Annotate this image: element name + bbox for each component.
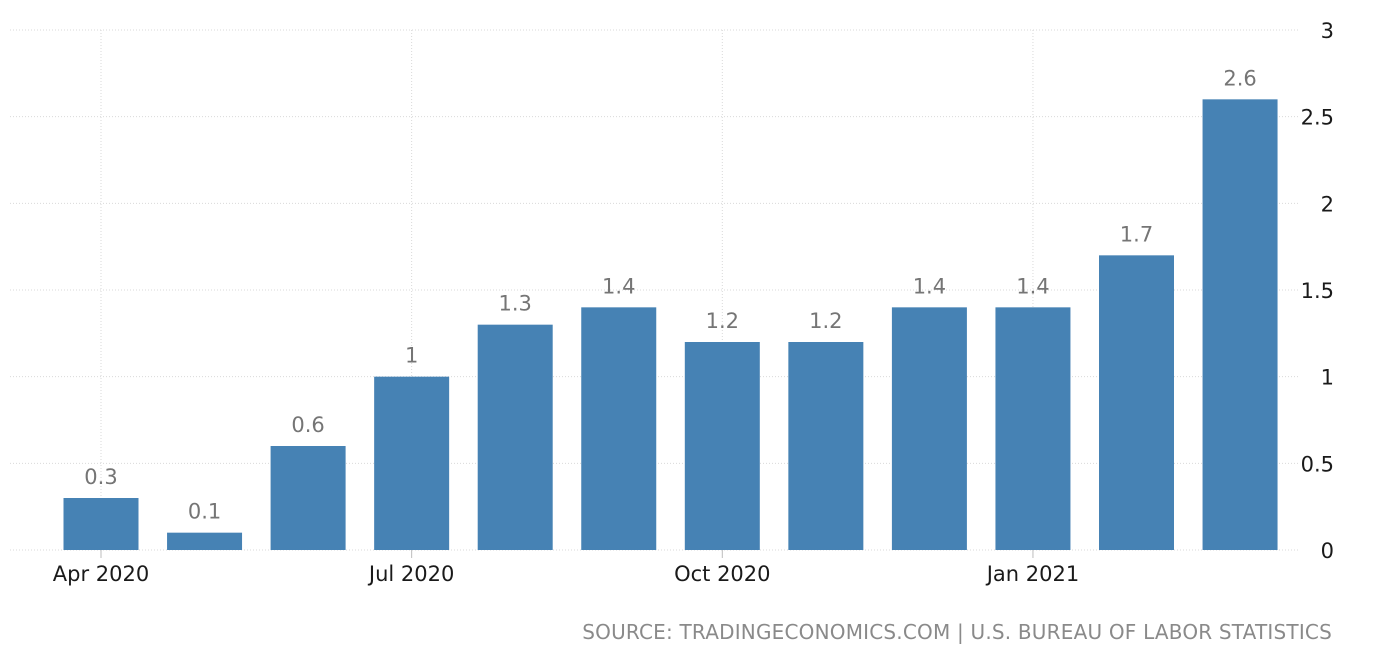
bar [581,307,657,550]
x-tick-label: Jan 2021 [985,562,1080,586]
x-tick-label: Apr 2020 [53,562,149,586]
bar [477,324,553,550]
bar-value-label: 0.6 [291,413,324,437]
source-note: SOURCE: TRADINGECONOMICS.COM | U.S. BURE… [582,620,1332,644]
y-tick-label: 2 [1321,192,1334,216]
y-tick-label: 0.5 [1301,452,1334,476]
bar-value-label: 1.3 [498,292,531,316]
y-tick-label: 3 [1321,19,1334,43]
bar [270,446,346,550]
y-axis: 0 0.5 1 1.5 2 2.5 3 [1301,19,1334,563]
x-tick-label: Jul 2020 [367,562,454,586]
bar [63,498,139,550]
bar-value-label: 1.4 [913,274,946,298]
value-labels: 0.3 0.1 0.6 1 1.3 1.4 1.2 1.2 1.4 1.4 1.7 2.6 [84,66,1256,523]
bar [684,342,760,550]
bar-value-label: 1.4 [1016,274,1049,298]
bar-value-label: 1.7 [1120,222,1153,246]
bar [374,376,450,550]
bar [891,307,967,550]
bar-value-label: 0.3 [84,465,117,489]
y-tick-label: 0 [1321,539,1334,563]
bar [995,307,1071,550]
bar [788,342,864,550]
bar [167,532,243,550]
x-tick-label: Oct 2020 [674,562,770,586]
bar [1202,99,1278,550]
bar-value-label: 1.4 [602,274,635,298]
bar-value-label: 0.1 [188,500,221,524]
bar-value-label: 1 [405,344,418,368]
y-tick-label: 2.5 [1301,106,1334,130]
bar [1099,255,1174,551]
bar-value-label: 2.6 [1223,66,1256,90]
bars [63,99,1278,551]
bar-value-label: 1.2 [706,309,739,333]
y-tick-label: 1.5 [1301,279,1334,303]
x-axis: Apr 2020 Jul 2020 Oct 2020 Jan 2021 [53,550,1079,586]
y-tick-label: 1 [1321,366,1334,390]
bar-value-label: 1.2 [809,309,842,333]
